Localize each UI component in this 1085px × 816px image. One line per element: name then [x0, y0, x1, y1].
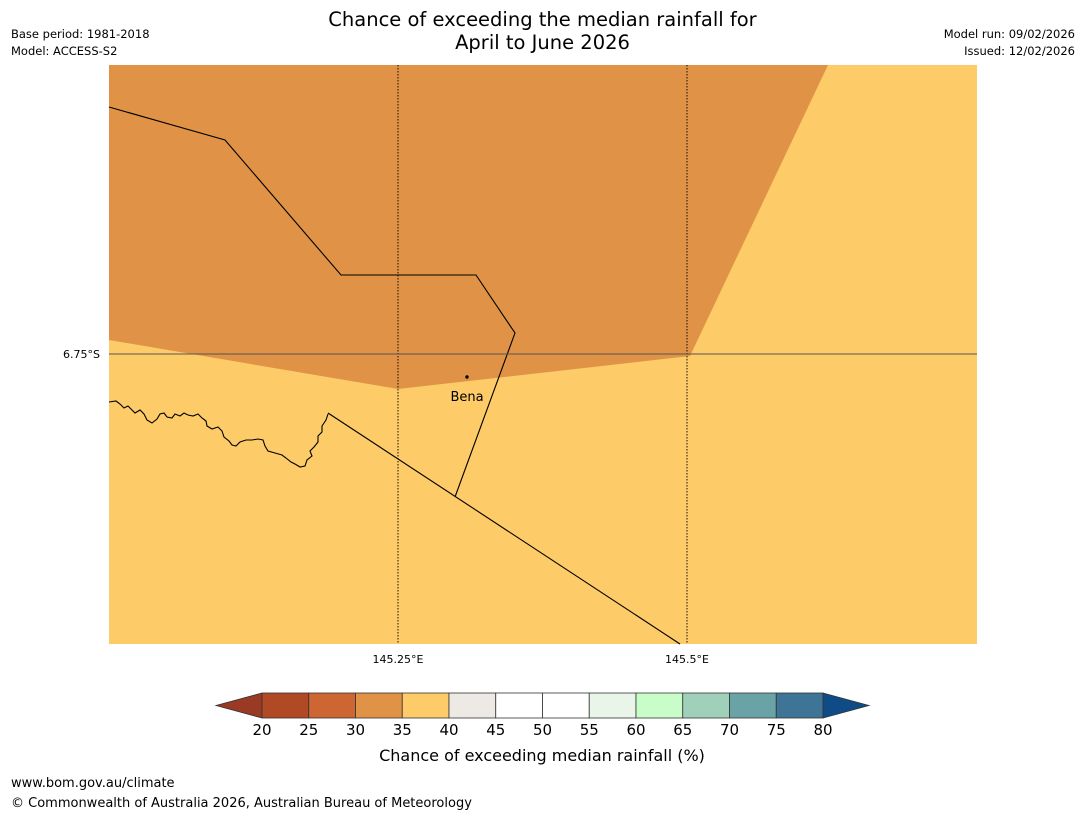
- colorbar-tick-label: 40: [439, 721, 458, 739]
- colorbar-swatch: [775, 692, 824, 719]
- colorbar-tick-label: 75: [767, 721, 786, 739]
- colorbar-swatch: [448, 692, 497, 719]
- issued-date: Issued: 12/02/2026: [964, 44, 1075, 58]
- colorbar-swatch: [401, 692, 450, 719]
- colorbar-swatch: [635, 692, 684, 719]
- coastline: [108, 400, 329, 468]
- town-marker-icon: [465, 375, 469, 379]
- longitude-label-1: 145.25°E: [373, 653, 424, 666]
- colorbar-tick-label: 70: [720, 721, 739, 739]
- colorbar-tick-label: 30: [346, 721, 365, 739]
- map-title-line-1: Chance of exceeding the median rainfall …: [328, 8, 757, 31]
- province-boundary-north: [108, 106, 516, 498]
- colorbar-tick-label: 80: [813, 721, 832, 739]
- town-label: Bena: [450, 390, 483, 405]
- colorbar-swatch: [495, 692, 543, 719]
- colorbar-swatch: [308, 692, 356, 719]
- copyright-notice: © Commonwealth of Australia 2026, Austra…: [11, 796, 472, 811]
- colorbar-extend-low: [214, 692, 263, 719]
- colorbar-tick-label: 65: [673, 721, 692, 739]
- colorbar-tick-label: 45: [486, 721, 505, 739]
- website-link[interactable]: www.bom.gov.au/climate: [11, 776, 175, 791]
- model-name: Model: ACCESS-S2: [11, 44, 118, 58]
- colorbar-tick-label: 25: [299, 721, 318, 739]
- colorbar-tick-label: 55: [580, 721, 599, 739]
- colorbar-tick-label: 50: [533, 721, 552, 739]
- colorbar-tick-label: 35: [393, 721, 412, 739]
- colorbar-label: Chance of exceeding median rainfall (%): [379, 746, 705, 765]
- colorbar-swatch: [682, 692, 730, 719]
- probability-band-35-40: [109, 65, 828, 389]
- colorbar-swatch: [588, 692, 637, 719]
- colorbar: 20 25 30 35 40 45 50 55 60 65 70 75 80 Chance of exc…: [214, 692, 871, 765]
- map-title-line-2: April to June 2026: [455, 31, 630, 54]
- colorbar-extend-high: [822, 692, 871, 719]
- province-boundary-south: [327, 412, 681, 645]
- colorbar-swatch: [261, 692, 310, 719]
- longitude-label-2: 145.5°E: [665, 653, 709, 666]
- colorbar-swatch: [729, 692, 777, 719]
- colorbar-tick-label: 60: [626, 721, 645, 739]
- colorbar-swatch: [542, 692, 590, 719]
- colorbar-swatch: [355, 692, 403, 719]
- latitude-label: 6.75°S: [63, 348, 100, 361]
- base-period: Base period: 1981-2018: [11, 27, 150, 41]
- colorbar-tick-label: 20: [252, 721, 271, 739]
- model-run-date: Model run: 09/02/2026: [943, 27, 1075, 41]
